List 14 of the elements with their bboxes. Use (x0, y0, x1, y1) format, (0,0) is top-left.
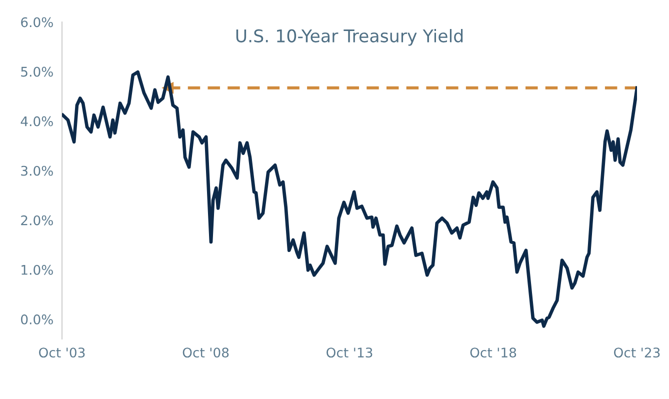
y-tick-label: 5.0% (21, 66, 53, 77)
x-tick-label: Oct '08 (182, 348, 229, 358)
y-tick-label: 3.0% (21, 166, 53, 176)
y-tick-label: 2.0% (21, 215, 53, 226)
x-tick-label: Oct '23 (614, 348, 660, 358)
x-tick-label: Oct '03 (39, 348, 85, 358)
chart-title: U.S. 10-Year Treasury Yield (236, 29, 463, 46)
y-tick-label: 0.0% (21, 314, 53, 324)
y-tick-label: 1.0% (22, 264, 53, 275)
x-tick-label: Oct '13 (326, 348, 372, 358)
line-series (62, 70, 637, 328)
y-tick-label: 4.0% (20, 116, 53, 126)
y-tick-label: 6.0% (21, 17, 53, 28)
x-tick-label: Oct '18 (470, 348, 516, 358)
